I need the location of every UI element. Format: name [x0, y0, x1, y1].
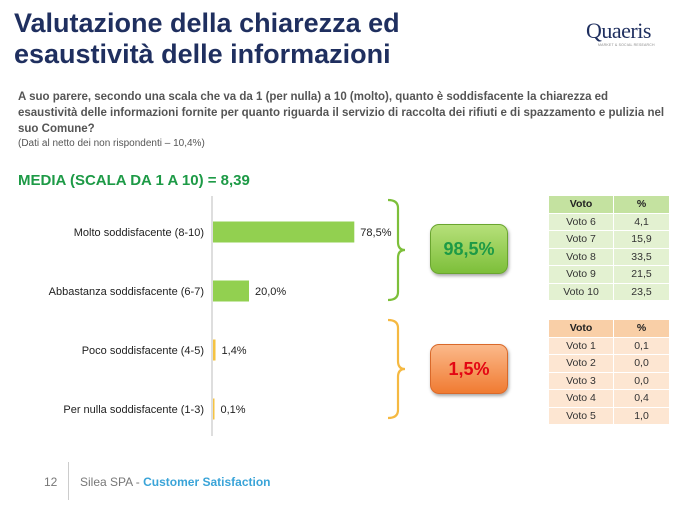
- bar: [213, 221, 355, 243]
- vote-percent: 1,0: [613, 406, 670, 425]
- table-row: Voto 4 0,4: [548, 389, 670, 408]
- header-voto: Voto: [548, 195, 614, 214]
- table-row: Voto 9 21,5: [548, 265, 670, 284]
- header-percent: %: [613, 319, 670, 338]
- vote-label: Voto 2: [548, 354, 614, 373]
- table-row: Voto 2 0,0: [548, 354, 670, 373]
- negative-bracket: [387, 318, 406, 420]
- vote-label: Voto 9: [548, 265, 614, 284]
- vote-percent: 4,1: [613, 212, 670, 231]
- value-label: 20,0%: [255, 286, 286, 298]
- vote-label: Voto 4: [548, 389, 614, 408]
- category-label: Poco soddisfacente (4-5): [82, 345, 204, 357]
- bar: [213, 280, 249, 302]
- header-voto: Voto: [548, 319, 614, 338]
- average-score: MEDIA (SCALA DA 1 A 10) = 8,39: [18, 172, 250, 189]
- value-label: 0,1%: [221, 404, 246, 416]
- negative-votes-table: Voto % Voto 1 0,1 Voto 2 0,0 Voto 3 0,0 Vot…: [548, 319, 670, 425]
- vote-label: Voto 5: [548, 406, 614, 425]
- vote-percent: 15,9: [613, 230, 670, 249]
- logo-tagline: MARKET & SOCIAL RESEARCH: [598, 43, 655, 47]
- category-label: Abbastanza soddisfacente (6-7): [49, 286, 204, 298]
- page-number: 12: [44, 475, 58, 489]
- value-label: 78,5%: [360, 227, 391, 239]
- table-row: Voto 3 0,0: [548, 371, 670, 390]
- bar: [213, 398, 215, 420]
- vote-label: Voto 10: [548, 282, 614, 301]
- table-row: Voto 1 0,1: [548, 336, 670, 355]
- survey-question: A suo parere, secondo una scala che va d…: [18, 91, 665, 135]
- positive-bracket: [387, 198, 406, 302]
- category-label: Per nulla soddisfacente (1-3): [63, 404, 204, 416]
- page-title: Valutazione della chiarezza ed esaustivi…: [14, 8, 554, 70]
- table-row: Voto 6 4,1: [548, 212, 670, 231]
- category-label: Molto soddisfacente (8-10): [74, 227, 204, 239]
- logo-name: Quaeris: [586, 18, 651, 43]
- footer-divider: [68, 462, 69, 500]
- title-line-2: esaustività delle informazioni: [14, 39, 391, 69]
- footer-caption: Silea SPA - Customer Satisfaction: [80, 475, 271, 489]
- non-respondents-note: (Dati al netto dei non rispondenti – 10,…: [18, 138, 205, 149]
- vote-percent: 0,0: [613, 354, 670, 373]
- table-header-row: Voto %: [548, 195, 670, 214]
- quaeris-logo: Quaeris MARKET & SOCIAL RESEARCH: [578, 18, 670, 48]
- vote-percent: 0,4: [613, 389, 670, 408]
- vote-percent: 33,5: [613, 247, 670, 266]
- table-row: Voto 7 15,9: [548, 230, 670, 249]
- vote-percent: 23,5: [613, 282, 670, 301]
- vote-percent: 0,0: [613, 371, 670, 390]
- table-header-row: Voto %: [548, 319, 670, 338]
- footer-company: Silea SPA -: [80, 475, 144, 489]
- bar: [213, 339, 216, 361]
- header-percent: %: [613, 195, 670, 214]
- value-label: 1,4%: [222, 345, 247, 357]
- title-line-1: Valutazione della chiarezza ed: [14, 8, 400, 38]
- vote-label: Voto 8: [548, 247, 614, 266]
- positive-votes-table: Voto % Voto 6 4,1 Voto 7 15,9 Voto 8 33,5 V…: [548, 195, 670, 301]
- satisfaction-bar-chart: Molto soddisfacente (8-10) 78,5% Abbastanz…: [49, 196, 406, 436]
- vote-label: Voto 7: [548, 230, 614, 249]
- table-row: Voto 8 33,5: [548, 247, 670, 266]
- table-row: Voto 10 23,5: [548, 282, 670, 301]
- table-row: Voto 5 1,0: [548, 406, 670, 425]
- negative-summary-box: 1,5%: [430, 344, 508, 394]
- vote-label: Voto 6: [548, 212, 614, 231]
- footer-section: Customer Satisfaction: [143, 475, 271, 489]
- positive-summary-box: 98,5%: [430, 224, 508, 274]
- vote-percent: 21,5: [613, 265, 670, 284]
- vote-percent: 0,1: [613, 336, 670, 355]
- vote-label: Voto 1: [548, 336, 614, 355]
- vote-label: Voto 3: [548, 371, 614, 390]
